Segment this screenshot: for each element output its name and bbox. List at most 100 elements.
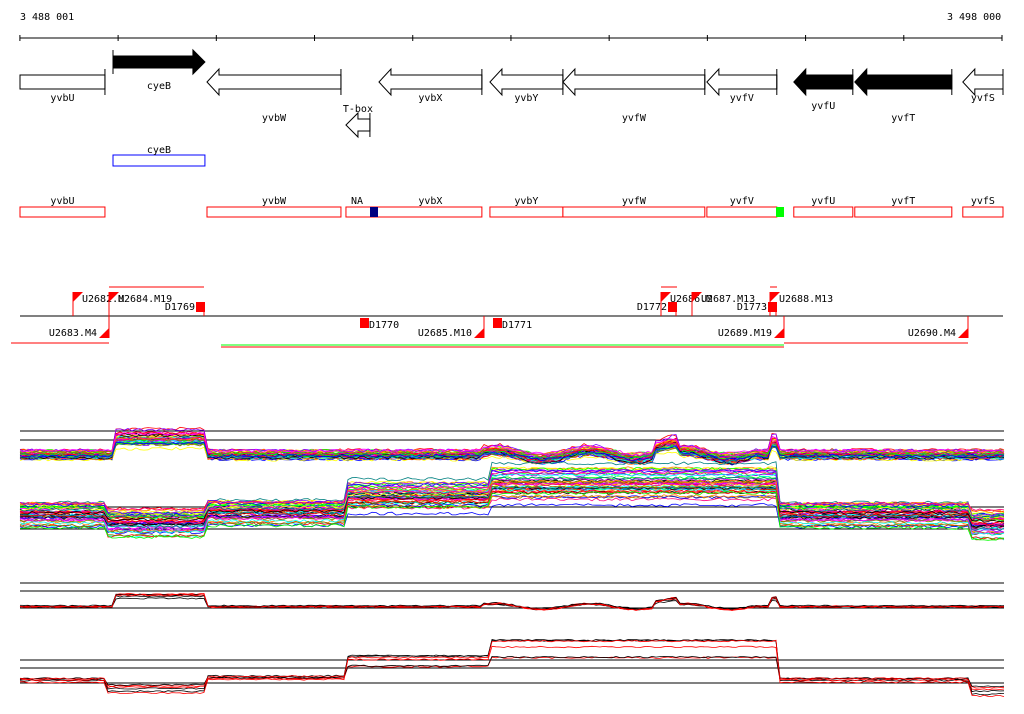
expression-trace <box>19 488 1005 522</box>
gene-label: yvbW <box>262 113 287 124</box>
expression-trace <box>19 656 1005 689</box>
gene-arrow-T-box <box>345 111 371 139</box>
gene-arrow-yvbW <box>206 67 342 97</box>
expression-trace <box>20 639 1005 698</box>
gene-track: yvbU cyeB yvbW T-box yvbX yvbY yvfW yvfV yvfU yvf… <box>19 48 1004 139</box>
transcript-label: U2684.M19 <box>118 294 172 305</box>
transcript-label: D1769 <box>165 302 195 313</box>
annotation-label: yvfV <box>730 196 754 207</box>
annotation-label: yvbW <box>262 196 287 207</box>
transcript-flag-icon <box>73 292 83 302</box>
gene-label: yvbX <box>418 93 442 104</box>
gene-arrow-yvfT <box>854 67 953 97</box>
expression-trace <box>19 495 1005 527</box>
expression-trace <box>19 486 1005 519</box>
transcript-label: U2682.M <box>82 294 124 305</box>
annotation-marker <box>776 207 784 217</box>
transcript-label: U2687.M13 <box>701 294 755 305</box>
annotation-label: yvbX <box>418 196 442 207</box>
expression-trace <box>19 481 1005 535</box>
annotation-marker <box>370 207 378 217</box>
annotation-label: yvbU <box>50 196 74 207</box>
gene-label: yvfU <box>811 101 835 112</box>
blue-annotation-track: cyeB <box>112 145 206 167</box>
expression-trace <box>19 467 1005 522</box>
expression-trace <box>19 431 1005 457</box>
expression-trace <box>19 482 1005 512</box>
annotation-label: yvfW <box>622 196 647 207</box>
annotation-label: yvfU <box>811 196 835 207</box>
gene-arrow-yvfW <box>562 67 706 97</box>
transcript-box <box>668 302 677 312</box>
transcript-label: D1772 <box>637 302 667 313</box>
annotation-label: NA <box>351 196 363 207</box>
transcript-label: D1773 <box>737 302 767 313</box>
gene-label: yvfV <box>730 93 754 104</box>
transcript-box <box>360 318 369 328</box>
annotation-box-yvfU <box>793 206 854 218</box>
annotation-label: yvfT <box>891 196 915 207</box>
expression-trace <box>19 468 1005 517</box>
transcript-flag-icon <box>661 292 671 302</box>
gene-arrow-cyeB <box>112 48 206 76</box>
expression-trace <box>19 441 1004 460</box>
transcript-flag-icon <box>958 328 968 338</box>
expression-trace <box>19 655 1005 688</box>
transcript-flag-icon <box>770 292 780 302</box>
transcript-label: U2690.M4 <box>908 328 956 339</box>
blue-annotation-label: cyeB <box>147 145 171 156</box>
gene-label: yvfT <box>891 113 915 124</box>
annotation-box-yvbU <box>19 206 106 218</box>
transcript-flag-icon <box>774 328 784 338</box>
expression-trace <box>19 491 1005 541</box>
transcript-box <box>768 302 777 312</box>
ruler-end-coordinate: 3 498 000 <box>947 12 1002 23</box>
annotation-box-NA <box>345 206 483 218</box>
expression-trace <box>19 476 1005 531</box>
transcript-label: U2683.M4 <box>49 328 97 339</box>
expression-profiles <box>19 426 1005 698</box>
transcript-box <box>196 302 205 312</box>
transcript-flag-icon <box>474 328 484 338</box>
gene-arrow-yvbY <box>489 67 564 97</box>
annotation-box-yvbY <box>489 206 564 218</box>
transcript-flag-icon <box>99 328 109 338</box>
transcript-label: U2686.M <box>670 294 712 305</box>
expression-trace <box>19 487 1005 536</box>
annotation-box-yvfS <box>962 206 1004 218</box>
annotation-box-yvfT <box>854 206 953 218</box>
expression-trace <box>19 480 1005 536</box>
gene-label: yvbU <box>50 93 74 104</box>
annotation-label: yvbY <box>514 196 538 207</box>
gene-arrow-yvbX <box>378 67 483 97</box>
expression-trace <box>20 437 1005 456</box>
expression-trace <box>19 441 1005 462</box>
expression-trace <box>19 461 1004 518</box>
transcript-label: D1771 <box>502 320 532 331</box>
gene-arrow-yvbU <box>19 74 106 90</box>
blue-annotation-box <box>112 154 206 167</box>
annotation-label: yvfS <box>971 196 995 207</box>
expression-trace <box>19 431 1005 463</box>
gene-label: yvbY <box>514 93 538 104</box>
ruler <box>19 35 1003 41</box>
transcript-box <box>493 318 502 328</box>
annotation-box-yvbW <box>206 206 342 218</box>
transcript-label: U2685.M10 <box>418 328 472 339</box>
gene-label: yvfS <box>971 93 995 104</box>
transcript-label: U2689.M19 <box>718 328 772 339</box>
red-annotation-track: yvbU yvbW NA yvbX yvbY yvfW yvfV yvfU yvfT yvfS <box>19 196 1004 218</box>
gene-arrow-yvfU <box>793 67 854 97</box>
expression-trace <box>19 490 1005 525</box>
ruler-start-coordinate: 3 488 001 <box>20 12 75 23</box>
expression-trace <box>19 645 1005 691</box>
transcript-label: D1770 <box>369 320 399 331</box>
gene-label: T-box <box>343 104 373 115</box>
expression-trace <box>19 436 1005 460</box>
expression-trace <box>19 593 1005 611</box>
transcript-flag-icon <box>692 292 702 302</box>
gene-arrow-yvfS <box>962 67 1004 97</box>
annotation-box-yvfV <box>706 206 778 218</box>
